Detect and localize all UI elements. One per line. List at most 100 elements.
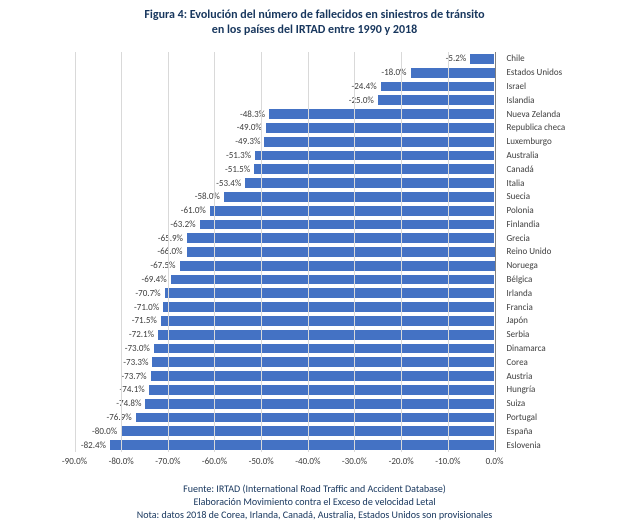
bar [264, 137, 494, 147]
value-label: -5.2% [446, 52, 471, 66]
bar-row: -65.9%Grecia [75, 231, 495, 245]
bar [171, 275, 495, 285]
bar [200, 220, 495, 230]
x-tick-label: -30.0% [342, 456, 367, 467]
x-tick-label: -40.0% [295, 456, 320, 467]
footer-line-1: Fuente: IRTAD (International Road Traffi… [183, 482, 446, 495]
bar [163, 302, 494, 312]
category-label: Italia [501, 176, 525, 190]
category-label: Noruega [501, 259, 538, 273]
value-label: -51.5% [225, 162, 254, 176]
plot-area: -5.2%Chile-18.0%Estados Unidos-24.4%Isra… [75, 52, 495, 452]
bar [255, 151, 494, 161]
value-label: -49.3% [235, 135, 264, 149]
bar [136, 413, 495, 423]
bar [266, 123, 495, 133]
grid-line [261, 52, 262, 452]
bar [245, 178, 494, 188]
category-label: Francia [501, 300, 533, 314]
bar-row: -5.2%Chile [75, 52, 495, 66]
bar-chart: -5.2%Chile-18.0%Estados Unidos-24.4%Isra… [35, 44, 595, 476]
category-label: Corea [501, 355, 528, 369]
bar [224, 192, 495, 202]
category-label: Bélgica [501, 273, 533, 287]
value-label: -51.3% [226, 149, 255, 163]
bar [145, 399, 494, 409]
grid-line [168, 52, 169, 452]
bar-row: -48.3%Nueva Zelanda [75, 107, 495, 121]
bar-row: -49.0%Republica checa [75, 121, 495, 135]
value-label: -48.3% [240, 107, 269, 121]
bar [158, 330, 494, 340]
x-tick-label: -50.0% [249, 456, 274, 467]
bars-container: -5.2%Chile-18.0%Estados Unidos-24.4%Isra… [75, 52, 495, 452]
bar-row: -80.0%España [75, 424, 495, 438]
grid-line [448, 52, 449, 452]
bar-row: -51.5%Canadá [75, 162, 495, 176]
bar-row: -49.3%Luxemburgo [75, 135, 495, 149]
value-label: -82.4% [81, 438, 110, 452]
bar-row: -63.2%Finlandia [75, 218, 495, 232]
bar-row: -67.5%Noruega [75, 259, 495, 273]
category-label: Hungría [501, 383, 536, 397]
bar-row: -24.4%Israel [75, 80, 495, 94]
category-label: Reino Unido [501, 245, 552, 259]
bar-row: -51.3%Australia [75, 149, 495, 163]
value-label: -65.9% [158, 231, 187, 245]
category-label: Dinamarca [501, 342, 546, 356]
bar [149, 385, 495, 395]
x-tick-label: -10.0% [435, 456, 460, 467]
value-label: -71.0% [134, 300, 163, 314]
value-label: -66.0% [157, 245, 186, 259]
bar-row: -53.4%Italia [75, 176, 495, 190]
grid-line [121, 52, 122, 452]
category-label: Serbia [501, 328, 530, 342]
value-label: -71.5% [132, 314, 161, 328]
bar-row: -73.0%Dinamarca [75, 342, 495, 356]
bar-row: -71.0%Francia [75, 300, 495, 314]
value-label: -73.7% [121, 369, 150, 383]
value-label: -73.0% [125, 342, 154, 356]
figure-footer: Fuente: IRTAD (International Road Traffi… [137, 482, 492, 521]
category-label: Nueva Zelanda [501, 107, 561, 121]
category-label: Finlandia [501, 218, 540, 232]
grid-line [75, 52, 76, 452]
bar [269, 109, 494, 119]
bar [154, 344, 495, 354]
footer-line-3: Nota: datos 2018 de Corea, Irlanda, Cana… [137, 508, 492, 521]
title-line-2: en los países del IRTAD entre 1990 y 201… [212, 23, 417, 37]
x-tick-label: 0.0% [486, 456, 504, 467]
category-label: Republica checa [501, 121, 566, 135]
value-label: -69.4% [141, 273, 170, 287]
category-label: Suecia [501, 190, 531, 204]
x-tick-label: -60.0% [202, 456, 227, 467]
category-label: Australia [501, 149, 539, 163]
x-tick-label: -90.0% [62, 456, 87, 467]
footer-line-2: Elaboración Movimiento contra el Exceso … [193, 495, 435, 508]
category-label: Israel [501, 80, 527, 94]
category-label: Canadá [501, 162, 534, 176]
value-label: -25.0% [349, 93, 378, 107]
category-label: Grecia [501, 231, 530, 245]
value-label: -24.4% [351, 80, 380, 94]
value-label: -74.1% [120, 383, 149, 397]
x-tick-label: -80.0% [109, 456, 134, 467]
bar [378, 95, 495, 105]
bar [470, 54, 494, 64]
grid-line [401, 52, 402, 452]
category-label: Eslovenia [501, 438, 541, 452]
value-label: -67.5% [150, 259, 179, 273]
grid-line [308, 52, 309, 452]
category-label: Suiza [501, 397, 526, 411]
value-label: -63.2% [170, 218, 199, 232]
x-axis: -90.0%-80.0%-70.0%-60.0%-50.0%-40.0%-30.… [75, 456, 495, 470]
x-tick-label: -20.0% [389, 456, 414, 467]
value-label: -80.0% [92, 424, 121, 438]
category-label: España [501, 424, 533, 438]
value-label: -53.4% [216, 176, 245, 190]
bar [152, 357, 494, 367]
bar-row: -69.4%Bélgica [75, 273, 495, 287]
category-label: Islandia [501, 93, 535, 107]
category-label: Japón [501, 314, 528, 328]
figure-container: Figura 4: Evolución del número de fallec… [0, 0, 629, 532]
